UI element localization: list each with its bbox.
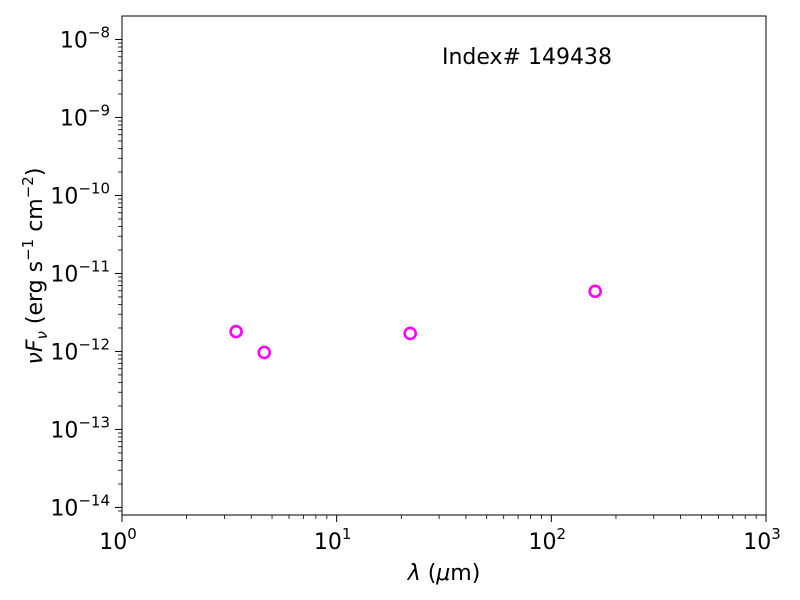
y-axis-label-text3: ) — [23, 168, 48, 177]
data-point — [403, 326, 417, 341]
y-tick-label: 10−8 — [60, 23, 110, 53]
x-tick-label: 102 — [529, 525, 567, 555]
x-tick-exp: 1 — [342, 525, 352, 543]
x-axis-label: λ (μm) — [407, 561, 481, 586]
x-axis-label-unit: m) — [450, 561, 480, 586]
data-point — [257, 345, 272, 360]
y-axis-label: νFν (erg s−1 cm−2) — [19, 168, 51, 365]
x-tick-label: 100 — [99, 525, 137, 555]
y-tick-label: 10−14 — [50, 491, 110, 521]
y-tick-label: 10−10 — [50, 179, 110, 209]
x-axis-label-lambda: λ — [407, 561, 421, 586]
y-axis-label-text1: (erg s — [23, 261, 48, 331]
y-tick-base: 10 — [60, 28, 88, 53]
y-tick-base: 10 — [50, 418, 78, 443]
y-tick-label: 10−9 — [60, 101, 110, 131]
data-points — [229, 284, 602, 360]
y-tick-exp: −14 — [78, 491, 110, 509]
x-axis-ticks: 100 101 102 103 — [99, 515, 781, 555]
y-tick-exp: −9 — [88, 101, 110, 119]
y-tick-exp: −11 — [78, 257, 110, 275]
x-tick-base: 10 — [529, 530, 557, 555]
y-tick-label: 10−11 — [50, 257, 110, 287]
x-tick-base: 10 — [99, 530, 127, 555]
x-axis-label-open: ( — [421, 561, 437, 586]
y-axis-label-exp2: −2 — [19, 176, 37, 198]
y-tick-exp: −13 — [78, 413, 110, 431]
data-point — [229, 324, 243, 339]
index-annotation: Index# 149438 — [442, 45, 612, 70]
x-tick-label: 101 — [314, 525, 352, 555]
y-axis-label-sub: ν — [33, 331, 51, 339]
x-tick-base: 10 — [314, 530, 342, 555]
y-tick-label: 10−12 — [50, 335, 110, 365]
y-tick-base: 10 — [50, 496, 78, 521]
y-tick-exp: −10 — [78, 179, 110, 197]
y-axis-label-nu: ν — [23, 352, 48, 364]
minor-ticks — [118, 42, 757, 519]
y-axis-label-f: F — [23, 339, 48, 352]
y-tick-base: 10 — [60, 106, 88, 131]
plot-frame — [121, 15, 767, 516]
x-tick-base: 10 — [743, 530, 771, 555]
y-tick-base: 10 — [50, 184, 78, 209]
y-tick-base: 10 — [50, 340, 78, 365]
data-point — [588, 284, 602, 299]
x-tick-label: 103 — [743, 525, 781, 555]
x-tick-exp: 0 — [127, 525, 137, 543]
x-axis-label-mu: μ — [435, 561, 450, 586]
y-tick-exp: −12 — [78, 335, 110, 353]
x-tick-exp: 2 — [557, 525, 567, 543]
y-tick-exp: −8 — [88, 23, 110, 41]
y-tick-label: 10−13 — [50, 413, 110, 443]
x-tick-exp: 3 — [771, 525, 781, 543]
y-axis-label-exp1: −1 — [19, 239, 37, 261]
y-tick-base: 10 — [50, 262, 78, 287]
y-axis-label-text2: cm — [23, 198, 48, 239]
